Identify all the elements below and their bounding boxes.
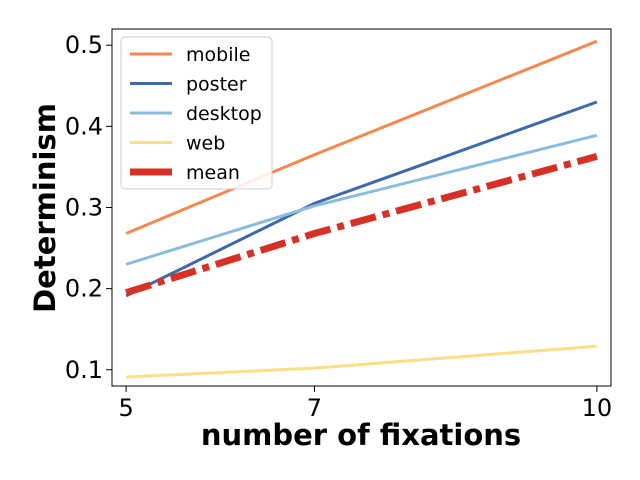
y-tick-label: 0.2 [65, 275, 103, 303]
series-line-poster [125, 100, 598, 298]
legend-label-desktop: desktop [186, 103, 262, 125]
legend-label-web: web [186, 133, 225, 155]
legend: mobile poster desktop web mean [120, 36, 273, 190]
y-tick-label: 0.4 [65, 112, 103, 140]
x-axis-label: number of fixations [201, 418, 521, 452]
series-line-mobile [125, 39, 598, 235]
y-axis-label: Determinism [28, 103, 62, 313]
series-line-mean [125, 153, 598, 297]
y-tick-label: 0.3 [65, 194, 103, 222]
y-tick-label: 0.5 [65, 31, 103, 59]
series-line-web [126, 344, 598, 379]
x-tick-label: 7 [307, 394, 322, 422]
y-tick-label: 0.1 [65, 356, 103, 384]
series-line-desktop [125, 133, 598, 266]
legend-label-mean: mean [186, 162, 240, 184]
x-tick-label: 10 [582, 394, 613, 422]
legend-label-mobile: mobile [186, 44, 250, 66]
y-axis-ticks: 0.1 0.2 0.3 0.4 0.5 [65, 31, 112, 384]
plot-lines [125, 39, 598, 379]
legend-box [120, 36, 273, 190]
x-axis-ticks: 5 7 10 [118, 386, 612, 422]
legend-label-poster: poster [186, 74, 247, 96]
x-tick-label: 5 [118, 394, 133, 422]
